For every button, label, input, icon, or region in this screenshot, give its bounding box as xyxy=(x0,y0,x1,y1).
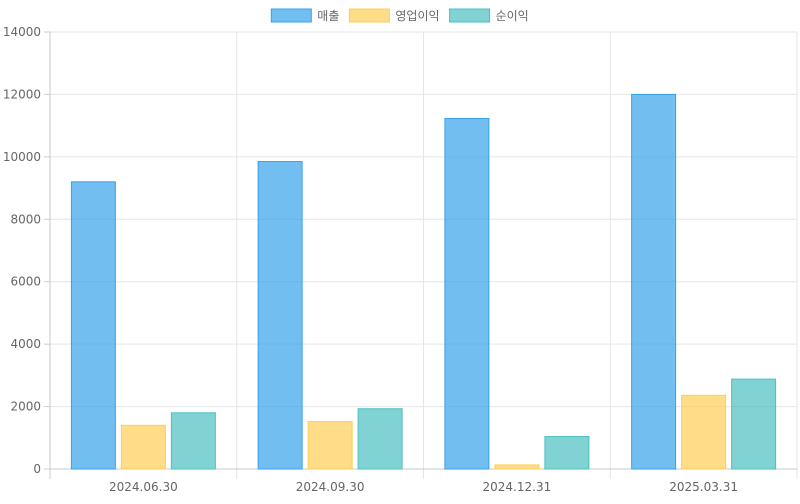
legend-label: 순이익 xyxy=(496,9,529,23)
bar[interactable] xyxy=(544,436,590,470)
y-tick-label: 14000 xyxy=(3,25,41,39)
x-tick-label: 2025.03.31 xyxy=(669,480,738,494)
x-tick-label: 2024.12.31 xyxy=(483,480,552,494)
legend-item[interactable]: 매출 xyxy=(270,8,339,23)
bar[interactable] xyxy=(257,161,303,470)
y-tick-label: 12000 xyxy=(3,87,41,101)
legend-label: 영업이익 xyxy=(395,9,439,23)
bar[interactable] xyxy=(70,181,116,470)
y-tick-label: 10000 xyxy=(3,150,41,164)
bar[interactable] xyxy=(731,378,777,470)
y-tick-label: 6000 xyxy=(10,275,41,289)
x-tick-label: 2024.06.30 xyxy=(109,480,178,494)
bar[interactable] xyxy=(681,394,727,470)
legend-swatch xyxy=(449,8,491,23)
bar[interactable] xyxy=(357,408,403,470)
legend[interactable]: 매출 영업이익 순이익 xyxy=(270,8,529,23)
bar[interactable] xyxy=(494,464,540,470)
y-tick-label: 8000 xyxy=(10,212,41,226)
legend-label: 매출 xyxy=(317,9,339,23)
tick-labels: 0 2000 4000 6000 8000 10000 12000 14000 2024.06.… xyxy=(3,25,738,494)
bar[interactable] xyxy=(120,424,166,470)
bars xyxy=(70,93,777,470)
legend-swatch xyxy=(270,8,312,23)
x-tick-label: 2024.09.30 xyxy=(296,480,365,494)
legend-item[interactable]: 영업이익 xyxy=(348,8,440,23)
legend-item[interactable]: 순이익 xyxy=(449,8,529,23)
y-tick-label: 2000 xyxy=(10,400,41,414)
bar[interactable] xyxy=(631,93,677,470)
grid xyxy=(50,31,798,469)
bar[interactable] xyxy=(444,117,490,470)
legend-swatch xyxy=(348,8,390,23)
y-tick-label: 4000 xyxy=(10,337,41,351)
bar[interactable] xyxy=(307,421,353,470)
bar[interactable] xyxy=(170,412,216,470)
y-tick-label: 0 xyxy=(33,462,41,476)
